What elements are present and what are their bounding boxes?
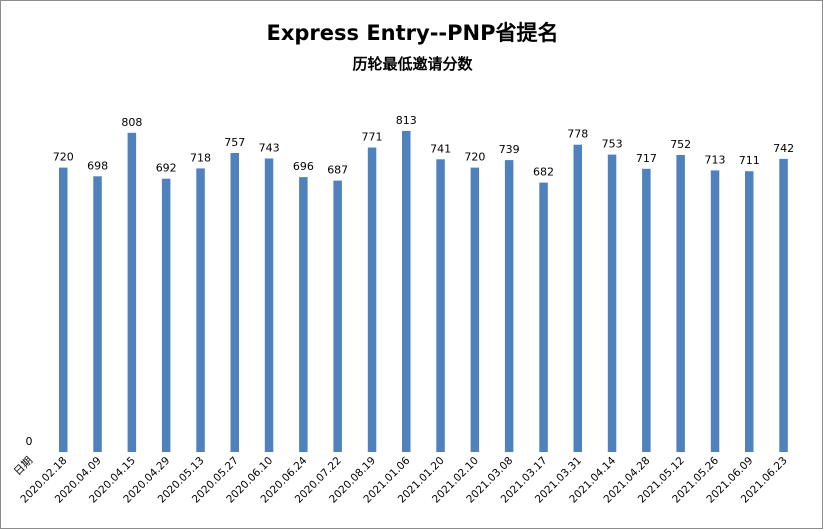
data-label: 808 — [121, 116, 142, 129]
bar — [710, 170, 720, 452]
data-label: 752 — [670, 138, 691, 151]
bar — [161, 178, 171, 452]
data-label: 711 — [739, 154, 760, 167]
bar — [367, 147, 377, 452]
bar — [676, 155, 685, 452]
data-label: 692 — [156, 162, 177, 175]
bar — [504, 160, 514, 452]
data-label: 757 — [224, 136, 245, 149]
chart-title: Express Entry--PNP省提名 — [266, 21, 559, 45]
bar — [333, 180, 342, 452]
data-label: 0 — [26, 435, 33, 448]
bar — [745, 171, 754, 452]
bar — [127, 132, 137, 453]
bar — [264, 158, 274, 452]
bar — [436, 159, 445, 453]
bar — [779, 158, 788, 452]
data-label: 739 — [499, 143, 520, 156]
data-label: 753 — [602, 138, 623, 151]
x-tick-label: 日期 — [12, 455, 35, 478]
bar — [299, 177, 308, 452]
chart-subtitle: 历轮最低邀请分数 — [352, 55, 473, 73]
data-label: 741 — [430, 142, 451, 155]
bar — [573, 144, 582, 452]
data-label: 742 — [773, 142, 794, 155]
bar — [470, 167, 480, 452]
bar — [59, 167, 68, 452]
data-label: 720 — [464, 151, 485, 164]
data-label: 682 — [533, 166, 554, 179]
data-label: 771 — [362, 131, 383, 144]
data-label: 778 — [567, 128, 588, 141]
data-label: 720 — [53, 151, 74, 164]
bar — [642, 168, 651, 453]
bar — [196, 168, 205, 452]
data-label: 687 — [327, 164, 348, 177]
data-label: 813 — [396, 114, 417, 127]
bar — [93, 176, 102, 453]
data-label: 718 — [190, 151, 211, 164]
data-label: 743 — [259, 142, 280, 155]
bar — [607, 154, 617, 452]
data-label: 717 — [636, 152, 657, 165]
data-label: 698 — [87, 159, 108, 172]
data-label: 713 — [705, 153, 726, 166]
data-label: 696 — [293, 160, 314, 173]
bar — [230, 153, 239, 452]
bar — [539, 182, 548, 452]
bar — [402, 130, 411, 452]
